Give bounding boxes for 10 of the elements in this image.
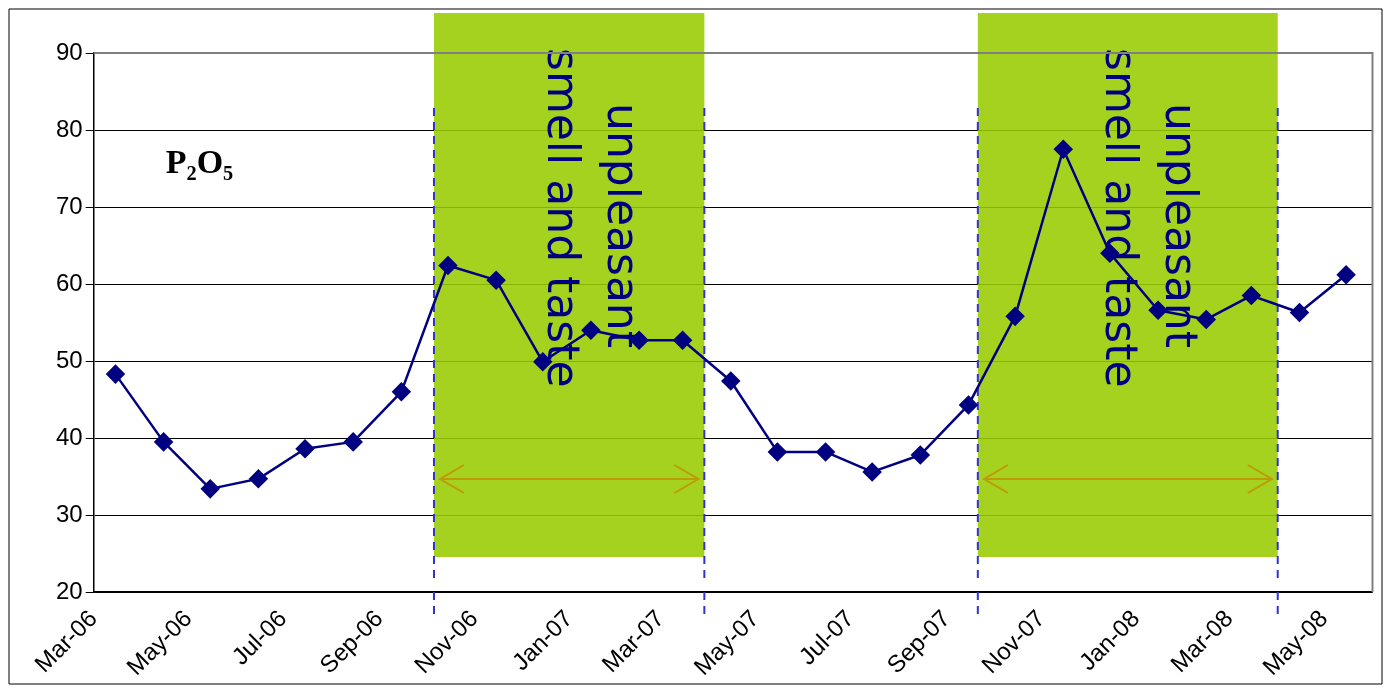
y-tick-label: 40 <box>55 422 83 450</box>
y-tick-label: 60 <box>55 268 83 296</box>
band-label: unpleasant smell and taste <box>537 48 649 388</box>
y-tick-label: 90 <box>55 37 83 65</box>
y-tick-label: 80 <box>55 114 83 142</box>
y-tick-label: 20 <box>55 576 83 604</box>
annotation: P₂O₅ <box>165 143 234 180</box>
y-tick-label: 50 <box>55 345 83 373</box>
y-tick-label: 30 <box>55 499 83 527</box>
y-tick-label: 70 <box>55 191 83 219</box>
